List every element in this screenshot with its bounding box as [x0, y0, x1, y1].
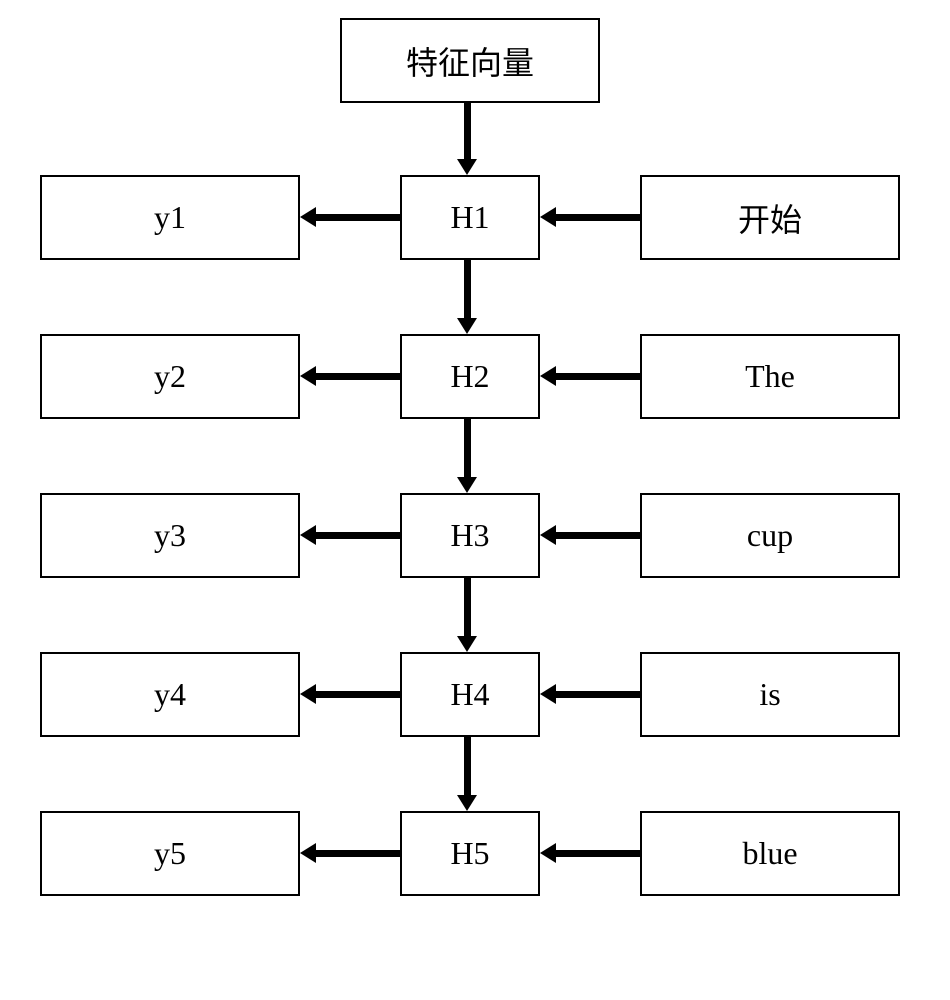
- arrow-left-line: [314, 214, 400, 221]
- output-box-y3: y3: [40, 493, 300, 578]
- hidden-box-h5: H5: [400, 811, 540, 896]
- arrow-left-head: [300, 366, 316, 386]
- arrow-left-head: [540, 684, 556, 704]
- arrow-down-head: [457, 159, 477, 175]
- arrow-down-line: [464, 260, 471, 320]
- arrow-down-head: [457, 636, 477, 652]
- arrow-down-line: [464, 103, 471, 161]
- arrow-left-line: [314, 850, 400, 857]
- arrow-left-line: [314, 373, 400, 380]
- input-box-3: cup: [640, 493, 900, 578]
- arrow-down-head: [457, 795, 477, 811]
- arrow-left-line: [314, 691, 400, 698]
- arrow-left-line: [554, 691, 640, 698]
- arrow-left-head: [540, 843, 556, 863]
- arrow-down-line: [464, 737, 471, 797]
- arrow-left-line: [554, 373, 640, 380]
- arrow-down-head: [457, 477, 477, 493]
- arrow-left-line: [554, 214, 640, 221]
- output-box-y5: y5: [40, 811, 300, 896]
- hidden-box-h4: H4: [400, 652, 540, 737]
- input-box-2: The: [640, 334, 900, 419]
- input-box-1: 开始: [640, 175, 900, 260]
- arrow-left-head: [300, 207, 316, 227]
- arrow-down-line: [464, 419, 471, 479]
- hidden-box-h3: H3: [400, 493, 540, 578]
- arrow-left-line: [554, 532, 640, 539]
- arrow-down-head: [457, 318, 477, 334]
- arrow-left-head: [540, 366, 556, 386]
- output-box-y4: y4: [40, 652, 300, 737]
- output-box-y1: y1: [40, 175, 300, 260]
- arrow-left-line: [314, 532, 400, 539]
- output-box-y2: y2: [40, 334, 300, 419]
- arrow-left-head: [300, 843, 316, 863]
- arrow-down-line: [464, 578, 471, 638]
- arrow-left-line: [554, 850, 640, 857]
- hidden-box-h2: H2: [400, 334, 540, 419]
- top-box-feature-vector: 特征向量: [340, 18, 600, 103]
- arrow-left-head: [540, 525, 556, 545]
- arrow-left-head: [540, 207, 556, 227]
- hidden-box-h1: H1: [400, 175, 540, 260]
- arrow-left-head: [300, 684, 316, 704]
- arrow-left-head: [300, 525, 316, 545]
- input-box-5: blue: [640, 811, 900, 896]
- input-box-4: is: [640, 652, 900, 737]
